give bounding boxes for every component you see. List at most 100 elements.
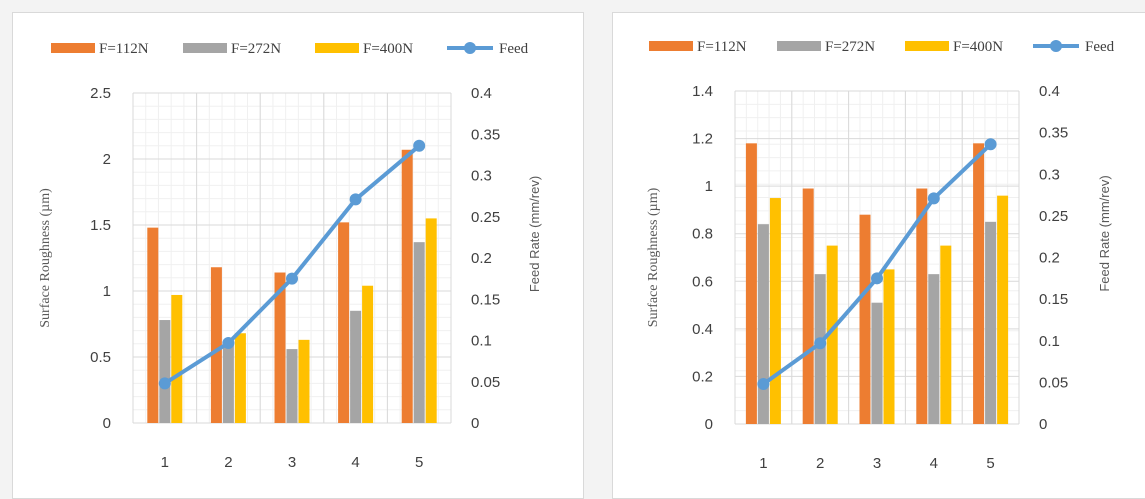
legend-label: F=272N bbox=[825, 39, 875, 55]
legend-label: F=112N bbox=[697, 39, 747, 55]
feed-point-5 bbox=[413, 139, 426, 152]
bar-f-112n-3 bbox=[859, 214, 871, 424]
feed-point-1 bbox=[158, 377, 171, 390]
bar-f-272n-4 bbox=[350, 310, 362, 423]
feed-line-series bbox=[757, 138, 997, 391]
bar-f-272n-5 bbox=[985, 221, 997, 424]
bar-f-112n-1 bbox=[147, 227, 159, 423]
y-tick-label: 0 bbox=[103, 415, 111, 432]
y2-tick-label: 0.2 bbox=[471, 250, 492, 267]
y2-axis-title: Feed Rate (mm/rev) bbox=[1097, 175, 1112, 291]
gridlines bbox=[132, 92, 452, 424]
y-tick-label: 0.4 bbox=[692, 321, 713, 338]
y-tick-label: 0 bbox=[705, 416, 713, 433]
bar-f-272n-3 bbox=[286, 349, 298, 423]
y-tick-label: 2 bbox=[103, 151, 111, 168]
y2-tick-label: 0 bbox=[1039, 416, 1047, 433]
y-axis-title: Surface Roughness (µm) bbox=[646, 187, 661, 327]
bar-f-272n-1 bbox=[757, 224, 769, 424]
feed-point-2 bbox=[222, 336, 235, 349]
bars bbox=[745, 143, 1009, 425]
bar-f-272n-5 bbox=[413, 242, 425, 423]
y2-tick-label: 0.05 bbox=[1039, 374, 1068, 391]
feed-point-1 bbox=[757, 378, 770, 391]
y2-tick-label: 0.4 bbox=[1039, 83, 1060, 100]
legend-label: F=112N bbox=[99, 41, 149, 57]
bar-f-400n-3 bbox=[298, 339, 310, 423]
y2-tick-label: 0.35 bbox=[1039, 125, 1068, 142]
x-tick-label: 5 bbox=[415, 454, 423, 471]
y-axis-title: Surface Roughness (µm) bbox=[38, 188, 53, 328]
bar-f-112n-2 bbox=[210, 267, 222, 423]
x-tick-label: 4 bbox=[351, 454, 359, 471]
y2-tick-label: 0.25 bbox=[1039, 208, 1068, 225]
bar-f-272n-1 bbox=[159, 320, 171, 423]
y-tick-label: 1.4 bbox=[692, 83, 713, 100]
bar-f-400n-1 bbox=[171, 294, 183, 423]
bar-f-400n-3 bbox=[883, 269, 895, 424]
y-tick-label: 0.6 bbox=[692, 273, 713, 290]
chart-panel-right: 0 0.2 0.4 0.6 0.8 1 1.2 1.4 0 0.05 0.1 0.15 0.2 0.25 0… bbox=[612, 12, 1145, 499]
legend-marker bbox=[464, 42, 476, 54]
legend-label: F=400N bbox=[363, 41, 413, 57]
bar-f-400n-4 bbox=[362, 285, 374, 423]
chart-panel-left: 0 0.5 1 1.5 2 2.5 0 0.05 0.1 0.15 0.2 0.25 0.3 0.35 0.… bbox=[12, 12, 584, 499]
x-tick-label: 1 bbox=[161, 454, 169, 471]
legend: F=112N F=272N F=400N Feed bbox=[51, 41, 529, 57]
y-tick-label: 0.8 bbox=[692, 226, 713, 243]
feed-point-2 bbox=[814, 337, 827, 350]
bar-f-112n-1 bbox=[745, 143, 757, 425]
bar-f-112n-5 bbox=[401, 149, 413, 423]
bar-f-112n-3 bbox=[274, 272, 286, 423]
y2-tick-label: 0.2 bbox=[1039, 250, 1060, 267]
feed-point-5 bbox=[984, 138, 997, 151]
x-tick-label: 2 bbox=[224, 454, 232, 471]
legend-label: Feed bbox=[1085, 39, 1115, 55]
bar-f-400n-2 bbox=[826, 245, 838, 424]
y2-tick-label: 0.1 bbox=[471, 333, 492, 350]
bars bbox=[147, 149, 437, 423]
bar-f-400n-1 bbox=[769, 198, 781, 424]
feed-point-3 bbox=[286, 272, 298, 285]
y-tick-label: 0.5 bbox=[90, 349, 111, 366]
legend-swatch bbox=[315, 43, 359, 53]
legend-label: F=400N bbox=[953, 39, 1003, 55]
legend-swatch bbox=[649, 41, 693, 51]
y-tick-label: 0.2 bbox=[692, 368, 713, 385]
bar-f-112n-4 bbox=[916, 188, 928, 424]
feed-point-3 bbox=[871, 272, 883, 285]
y2-tick-label: 0 bbox=[471, 415, 479, 432]
y2-tick-label: 0.1 bbox=[1039, 333, 1060, 350]
feed-point-4 bbox=[927, 192, 940, 205]
x-tick-label: 5 bbox=[986, 455, 994, 472]
y-tick-label: 1 bbox=[103, 283, 111, 300]
bar-f-400n-5 bbox=[425, 218, 437, 423]
bar-f-112n-5 bbox=[973, 143, 985, 425]
y2-axis-title: Feed Rate (mm/rev) bbox=[527, 176, 542, 292]
y2-tick-label: 0.15 bbox=[1039, 291, 1068, 308]
legend-swatch bbox=[183, 43, 227, 53]
bar-f-400n-5 bbox=[997, 195, 1009, 424]
bar-f-112n-4 bbox=[338, 222, 350, 423]
bar-f-400n-2 bbox=[234, 333, 246, 423]
y-tick-label: 1.5 bbox=[90, 217, 111, 234]
bar-f-272n-3 bbox=[871, 302, 883, 424]
y2-tick-label: 0.35 bbox=[471, 126, 500, 143]
y2-tick-label: 0.05 bbox=[471, 374, 500, 391]
y2-tick-label: 0.4 bbox=[471, 85, 492, 102]
x-tick-label: 3 bbox=[873, 455, 881, 472]
legend-swatch bbox=[905, 41, 949, 51]
x-tick-label: 3 bbox=[288, 454, 296, 471]
x-tick-label: 2 bbox=[816, 455, 824, 472]
y2-tick-label: 0.25 bbox=[471, 209, 500, 226]
y-tick-label: 1 bbox=[705, 178, 713, 195]
combo-chart-left: 0 0.5 1 1.5 2 2.5 0 0.05 0.1 0.15 0.2 0.25 0.3 0.35 0.… bbox=[38, 41, 542, 471]
legend-label: Feed bbox=[499, 41, 529, 57]
x-tick-label: 4 bbox=[930, 455, 938, 472]
legend-swatch bbox=[51, 43, 95, 53]
feed-point-4 bbox=[349, 193, 362, 206]
bar-f-272n-4 bbox=[928, 274, 940, 424]
bar-f-112n-2 bbox=[802, 188, 814, 424]
feed-line-series bbox=[158, 139, 426, 390]
legend-label: F=272N bbox=[231, 41, 281, 57]
